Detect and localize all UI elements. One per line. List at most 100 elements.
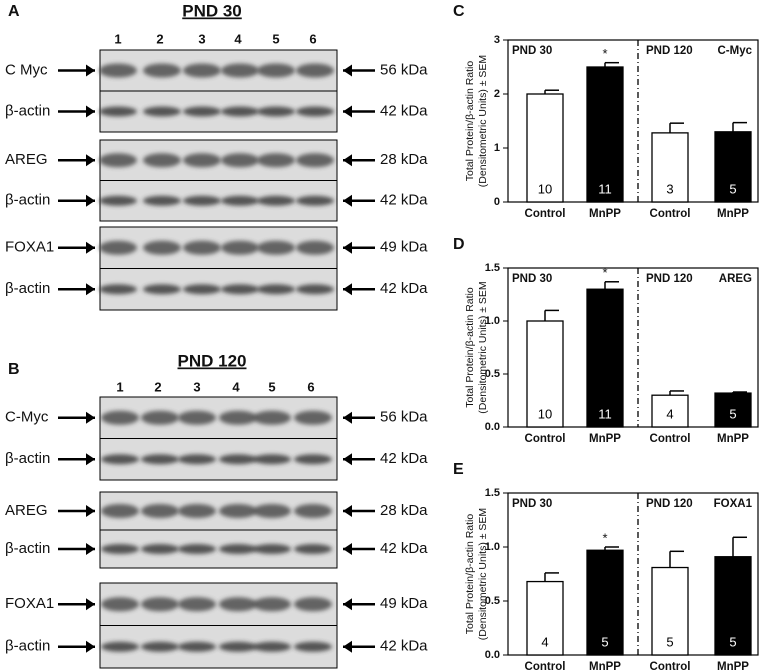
- band: [183, 106, 221, 117]
- protein-label: β-actin: [5, 102, 50, 119]
- bar: [526, 580, 564, 656]
- y-tick-label: 0.5: [485, 368, 500, 380]
- band: [253, 504, 291, 518]
- arrow-head: [343, 105, 352, 118]
- band: [183, 284, 221, 295]
- band: [296, 63, 334, 78]
- band: [221, 63, 259, 78]
- lane-number: 2: [156, 31, 163, 46]
- bar: [586, 66, 624, 203]
- bar: [586, 288, 624, 428]
- band: [257, 153, 295, 168]
- band: [294, 641, 332, 652]
- band: [221, 284, 259, 295]
- band: [221, 153, 259, 168]
- band: [99, 106, 137, 117]
- band: [219, 641, 257, 652]
- kda-label: 28 kDa: [380, 151, 428, 168]
- plot-frame: [507, 492, 759, 656]
- kda-label: 42 kDa: [380, 638, 428, 655]
- x-tick-label: Control: [525, 661, 566, 672]
- lane-number: 5: [268, 379, 275, 394]
- band: [183, 63, 221, 78]
- arrow-head: [86, 505, 95, 517]
- group-label: PND 120: [646, 498, 693, 510]
- band: [257, 106, 295, 117]
- x-tick-label: MnPP: [589, 208, 621, 220]
- x-tick-label: Control: [525, 208, 566, 220]
- n-label: 5: [601, 634, 608, 649]
- band: [296, 240, 334, 255]
- arrow-head: [86, 241, 95, 254]
- arrow-head: [86, 64, 95, 77]
- x-tick-label: MnPP: [717, 433, 749, 445]
- lane-number: 3: [198, 31, 205, 46]
- kda-label: 49 kDa: [380, 595, 428, 612]
- group-label: PND 30: [512, 45, 552, 57]
- bar: [714, 392, 752, 428]
- blot-title: PND 30: [182, 1, 242, 20]
- band: [143, 240, 181, 255]
- band: [99, 195, 137, 206]
- panel-letter: E: [453, 461, 464, 478]
- band: [178, 454, 216, 465]
- band: [178, 641, 216, 652]
- significance: *: [602, 46, 607, 61]
- band: [253, 641, 291, 652]
- band: [257, 63, 295, 78]
- kda-label: 56 kDa: [380, 61, 428, 78]
- protein-label: β-actin: [5, 280, 50, 297]
- bar: [586, 549, 624, 656]
- band: [219, 410, 257, 425]
- protein-label: β-actin: [5, 540, 50, 557]
- arrow-head: [343, 598, 352, 611]
- y-axis-label: (Densitometric Units) ± SEM: [477, 508, 489, 640]
- lane-number: 5: [272, 31, 279, 46]
- lane-number: 4: [232, 379, 240, 394]
- arrow-head: [343, 453, 352, 466]
- kda-label: 42 kDa: [380, 102, 428, 119]
- band: [143, 153, 181, 168]
- arrow-head: [86, 453, 95, 466]
- kda-label: 49 kDa: [380, 239, 428, 256]
- group-label: PND 120: [646, 273, 693, 285]
- significance: *: [602, 265, 607, 280]
- band: [253, 410, 291, 425]
- band: [294, 544, 332, 554]
- protein-label: C Myc: [5, 61, 48, 78]
- y-tick-label: 2: [494, 88, 500, 100]
- band: [183, 153, 221, 168]
- band: [294, 410, 332, 425]
- lane-number: 3: [193, 379, 200, 394]
- protein-label: AREG: [5, 502, 48, 519]
- lane-number: 6: [309, 31, 316, 46]
- target-label: AREG: [719, 273, 752, 285]
- band: [178, 597, 216, 612]
- band: [294, 454, 332, 465]
- x-tick-label: Control: [650, 208, 691, 220]
- y-tick-label: 1.5: [485, 487, 500, 499]
- band: [178, 544, 216, 554]
- bar: [714, 556, 752, 656]
- band: [141, 641, 179, 652]
- bar: [651, 132, 689, 203]
- lane-number: 2: [154, 379, 161, 394]
- n-label: 5: [666, 634, 673, 649]
- band: [141, 504, 179, 518]
- band: [143, 195, 181, 206]
- arrow-head: [86, 194, 95, 207]
- band: [294, 597, 332, 612]
- band: [99, 240, 137, 255]
- arrow-head: [86, 283, 95, 296]
- x-tick-label: MnPP: [717, 661, 749, 672]
- band: [101, 544, 139, 554]
- bar: [651, 566, 689, 656]
- y-axis-label: Total Protein/β-actin Ratio: [464, 287, 476, 408]
- band: [296, 153, 334, 168]
- arrow-head: [343, 64, 352, 77]
- band: [296, 284, 334, 295]
- band: [294, 504, 332, 518]
- protein-label: β-actin: [5, 450, 50, 467]
- y-tick-label: 0.5: [485, 595, 500, 607]
- arrow-head: [343, 283, 352, 296]
